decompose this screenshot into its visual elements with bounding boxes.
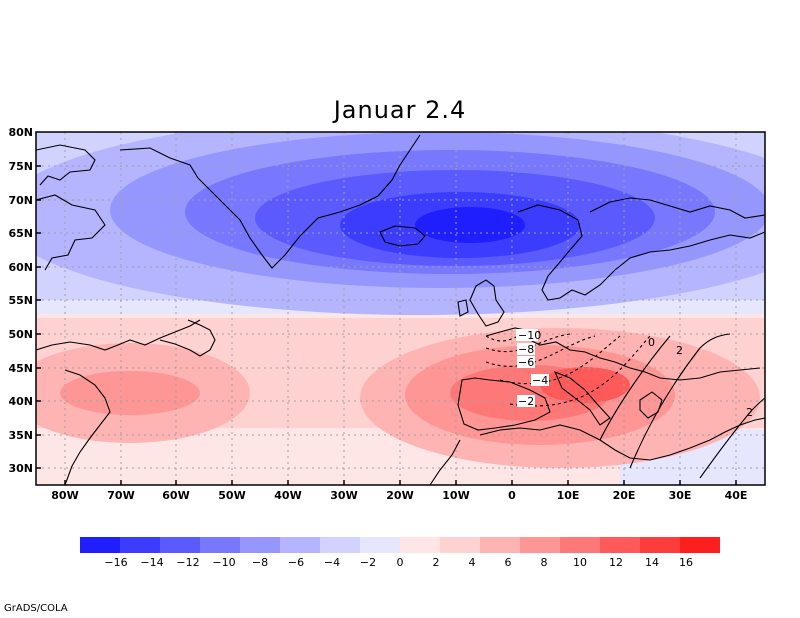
contour-label: −4	[532, 374, 548, 387]
contour-label: −10	[518, 329, 541, 342]
colorbar-label: −12	[176, 556, 199, 569]
lat-label: 70N	[8, 194, 33, 207]
colorbar-swatch	[560, 537, 600, 553]
colorbar-swatch	[400, 537, 440, 553]
colorbar-label: −8	[252, 556, 268, 569]
lon-label: 80W	[51, 489, 78, 502]
lat-label: 30N	[8, 462, 33, 475]
lon-label: 50W	[218, 489, 245, 502]
lat-label: 45N	[8, 362, 33, 375]
colorbar-swatch	[640, 537, 680, 553]
lat-label: 75N	[8, 160, 33, 173]
colorbar-label: −10	[212, 556, 235, 569]
colorbar-swatch	[80, 537, 120, 553]
colorbar-label: 10	[573, 556, 587, 569]
contour-label-group: −10 −8 −6 −4 −2 0 2 2	[516, 329, 753, 419]
lon-label: 30E	[669, 489, 692, 502]
contour-label: 2	[746, 406, 753, 419]
colorbar-labels: −16 −14 −12 −10 −8 −6 −4 −2 0 2 4 6 8 10…	[104, 556, 693, 569]
lat-label: 55N	[8, 294, 33, 307]
colorbar-label: −14	[140, 556, 163, 569]
colorbar-label: −16	[104, 556, 127, 569]
colorbar	[80, 537, 720, 553]
shaded-field	[36, 132, 765, 485]
latitude-labels: 80N 75N 70N 65N 60N 55N 50N 45N 40N 35N …	[8, 126, 33, 475]
lon-label: 40W	[274, 489, 301, 502]
colorbar-swatch	[240, 537, 280, 553]
colorbar-label: 8	[541, 556, 548, 569]
contour-label: 0	[648, 336, 655, 349]
colorbar-swatch	[120, 537, 160, 553]
lon-label: 10W	[442, 489, 469, 502]
lat-label: 35N	[8, 429, 33, 442]
grid-lines	[36, 132, 765, 485]
colorbar-label: 0	[397, 556, 404, 569]
colorbar-swatch	[680, 537, 720, 553]
coastlines	[36, 134, 765, 485]
colorbar-label: −4	[324, 556, 340, 569]
colorbar-swatch	[160, 537, 200, 553]
lon-label: 20W	[386, 489, 413, 502]
lon-label: 0	[508, 489, 516, 502]
colorbar-swatch	[520, 537, 560, 553]
colorbar-label: 14	[645, 556, 659, 569]
credit-text: GrADS/COLA	[4, 603, 68, 614]
colorbar-swatch	[600, 537, 640, 553]
colorbar-swatch	[280, 537, 320, 553]
lon-label: 40E	[725, 489, 748, 502]
lat-label: 80N	[8, 126, 33, 139]
colorbar-swatch	[320, 537, 360, 553]
colorbar-swatch	[480, 537, 520, 553]
longitude-labels: 80W 70W 60W 50W 40W 30W 20W 10W 0 10E 20…	[51, 489, 747, 502]
colorbar-swatch	[440, 537, 480, 553]
lat-label: 40N	[8, 395, 33, 408]
contour-label: −8	[518, 343, 534, 356]
lon-label: 10E	[557, 489, 580, 502]
colorbar-label: −6	[288, 556, 304, 569]
plot-frame	[35, 131, 766, 486]
colorbar-label: 12	[609, 556, 623, 569]
lon-label: 30W	[330, 489, 357, 502]
colorbar-swatch	[360, 537, 400, 553]
lon-label: 60W	[162, 489, 189, 502]
colorbar-swatch	[200, 537, 240, 553]
colorbar-label: 2	[433, 556, 440, 569]
lat-label: 65N	[8, 227, 33, 240]
colorbar-label: −2	[360, 556, 376, 569]
contour-label: −2	[518, 395, 534, 408]
colorbar-label: 6	[505, 556, 512, 569]
colorbar-label: 16	[679, 556, 693, 569]
lon-label: 20E	[613, 489, 636, 502]
colorbar-label: 4	[469, 556, 476, 569]
contour-label: −6	[518, 356, 534, 369]
lon-label: 70W	[107, 489, 134, 502]
contour-label: 2	[676, 344, 683, 357]
lat-label: 60N	[8, 261, 33, 274]
map-title: Januar 2.4	[333, 96, 467, 124]
lat-label: 50N	[8, 328, 33, 341]
